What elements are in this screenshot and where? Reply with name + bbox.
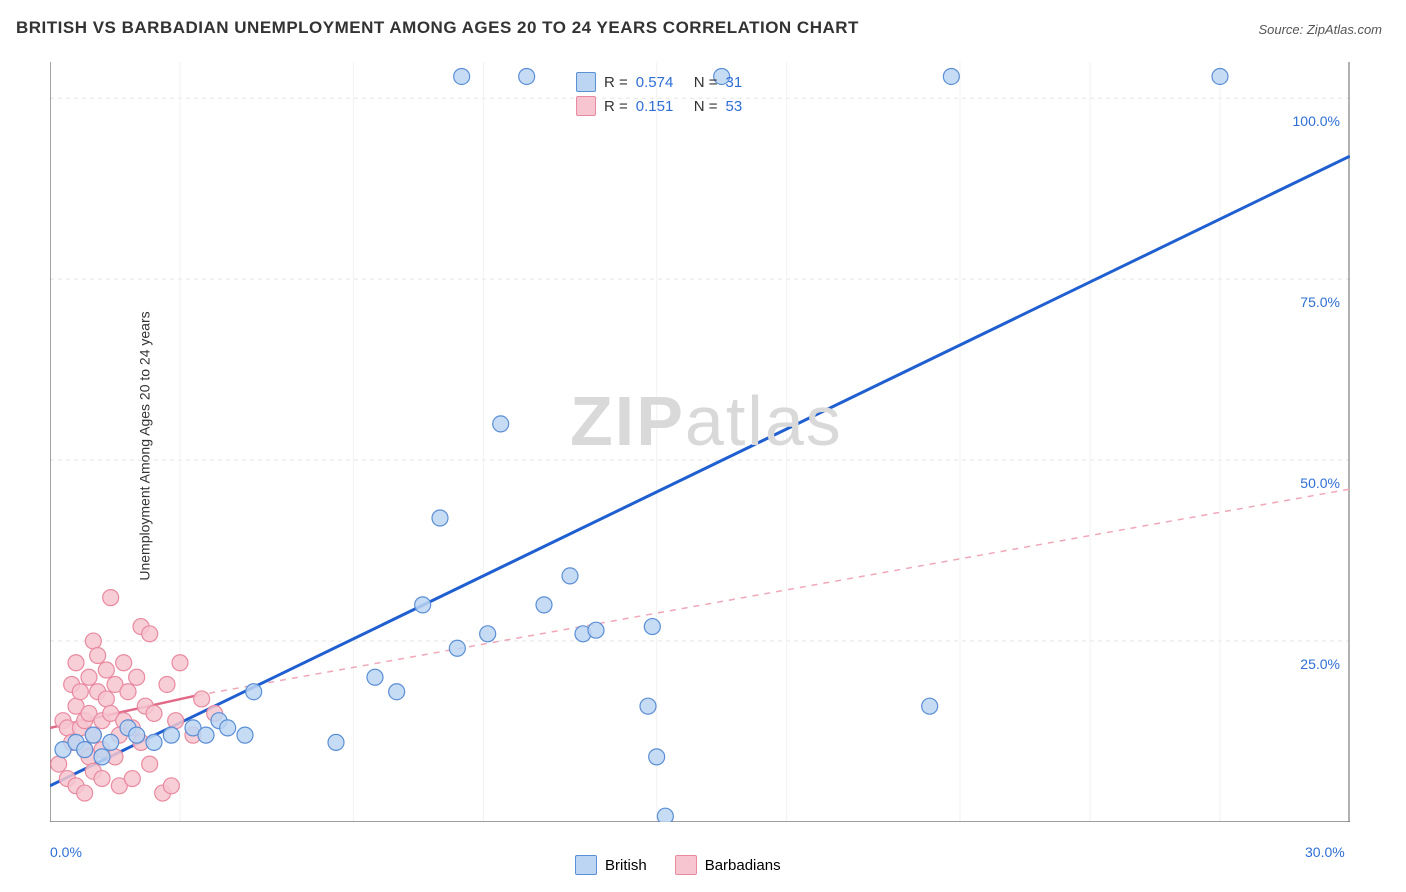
legend-row: R = 0.574 N = 31 <box>576 72 776 92</box>
n-value: 53 <box>726 98 776 115</box>
correlation-legend: R = 0.574 N = 31 R = 0.151 N = 53 <box>570 70 782 118</box>
source-label: Source: ZipAtlas.com <box>1258 22 1382 37</box>
n-label: N = <box>694 98 718 115</box>
legend-row: R = 0.151 N = 53 <box>576 96 776 116</box>
legend-swatch <box>575 855 597 875</box>
chart-title: BRITISH VS BARBADIAN UNEMPLOYMENT AMONG … <box>16 18 859 38</box>
y-tick: 100.0% <box>1280 113 1340 129</box>
r-value: 0.151 <box>636 98 686 115</box>
legend-swatch <box>576 72 596 92</box>
x-tick: 30.0% <box>1305 844 1345 860</box>
y-tick: 75.0% <box>1280 294 1340 310</box>
legend-swatch <box>675 855 697 875</box>
chart-container: BRITISH VS BARBADIAN UNEMPLOYMENT AMONG … <box>0 0 1406 892</box>
legend-swatch <box>576 96 596 116</box>
r-label: R = <box>604 74 628 91</box>
series-legend-label: Barbadians <box>705 857 781 874</box>
x-tick: 0.0% <box>50 844 82 860</box>
series-legend: British Barbadians <box>575 855 781 875</box>
series-legend-label: British <box>605 857 647 874</box>
y-tick: 25.0% <box>1280 656 1340 672</box>
scatter-plot <box>50 62 1350 822</box>
r-value: 0.574 <box>636 74 686 91</box>
n-label: N = <box>694 74 718 91</box>
y-tick: 50.0% <box>1280 475 1340 491</box>
r-label: R = <box>604 98 628 115</box>
n-value: 31 <box>726 74 776 91</box>
series-legend-item: Barbadians <box>675 855 781 875</box>
series-legend-item: British <box>575 855 647 875</box>
